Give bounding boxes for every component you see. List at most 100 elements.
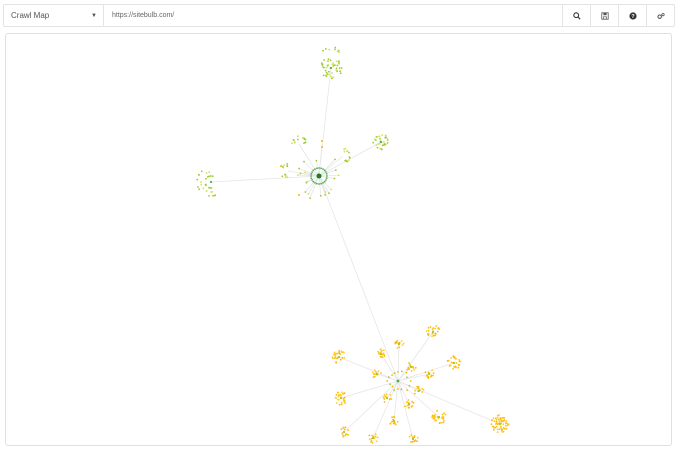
graph-node[interactable] bbox=[387, 376, 390, 379]
graph-node[interactable] bbox=[381, 144, 384, 147]
graph-node[interactable] bbox=[502, 426, 505, 429]
graph-node[interactable] bbox=[337, 391, 340, 394]
graph-node[interactable] bbox=[334, 64, 336, 67]
graph-node[interactable] bbox=[376, 146, 379, 149]
graph-node[interactable] bbox=[432, 374, 434, 377]
graph-node[interactable] bbox=[205, 172, 208, 174]
graph-node[interactable] bbox=[322, 49, 324, 52]
graph-node[interactable] bbox=[328, 73, 331, 76]
graph-node[interactable] bbox=[205, 184, 207, 187]
graph-node[interactable] bbox=[401, 344, 404, 346]
graph-node[interactable] bbox=[427, 329, 430, 332]
graph-node[interactable] bbox=[409, 380, 412, 382]
graph-node[interactable] bbox=[209, 180, 213, 184]
graph-node[interactable] bbox=[368, 434, 371, 437]
graph-node[interactable] bbox=[383, 355, 386, 358]
graph-node[interactable] bbox=[344, 426, 347, 429]
graph-node[interactable] bbox=[330, 75, 332, 78]
graph-node[interactable] bbox=[506, 424, 509, 427]
graph-node[interactable] bbox=[336, 50, 339, 53]
graph-node[interactable] bbox=[396, 347, 399, 349]
url-input[interactable]: https://sitebulb.com/ bbox=[104, 5, 562, 26]
graph-node[interactable] bbox=[453, 356, 456, 359]
graph-node[interactable] bbox=[494, 417, 497, 420]
graph-node[interactable] bbox=[435, 325, 438, 327]
graph-node[interactable] bbox=[379, 348, 382, 351]
graph-node[interactable] bbox=[339, 396, 343, 400]
graph-node[interactable] bbox=[304, 171, 306, 174]
graph-node[interactable] bbox=[198, 173, 200, 176]
graph-node[interactable] bbox=[417, 389, 421, 393]
graph-node[interactable] bbox=[334, 46, 337, 49]
graph-node[interactable] bbox=[303, 160, 305, 163]
graph-node[interactable] bbox=[284, 175, 287, 177]
graph-node[interactable] bbox=[393, 372, 396, 374]
graph-node[interactable] bbox=[410, 434, 413, 437]
graph-node[interactable] bbox=[332, 62, 335, 64]
graph-node[interactable] bbox=[332, 76, 335, 78]
graph-node[interactable] bbox=[347, 429, 349, 431]
graph-node[interactable] bbox=[405, 401, 408, 403]
graph-node[interactable] bbox=[324, 69, 327, 72]
graph-node[interactable] bbox=[284, 173, 286, 176]
graph-node[interactable] bbox=[323, 180, 326, 183]
graph-node[interactable] bbox=[328, 70, 330, 73]
graph-node[interactable] bbox=[376, 436, 379, 439]
graph-node[interactable] bbox=[391, 420, 393, 423]
graph-node[interactable] bbox=[377, 352, 380, 355]
graph-node[interactable] bbox=[375, 136, 378, 138]
graph-node[interactable] bbox=[505, 420, 508, 422]
graph-node[interactable] bbox=[335, 360, 338, 363]
graph-node[interactable] bbox=[304, 141, 306, 144]
graph-node[interactable] bbox=[432, 334, 435, 337]
graph-node[interactable] bbox=[498, 428, 501, 430]
graph-node[interactable] bbox=[311, 171, 313, 173]
graph-node[interactable] bbox=[407, 399, 410, 401]
graph-node[interactable] bbox=[499, 417, 502, 420]
graph-node[interactable] bbox=[342, 426, 345, 429]
graph-node[interactable] bbox=[334, 158, 336, 161]
graph-node[interactable] bbox=[374, 433, 377, 435]
graph-node[interactable] bbox=[322, 74, 325, 77]
graph-node[interactable] bbox=[299, 172, 302, 175]
graph-node[interactable] bbox=[409, 364, 412, 367]
graph-node[interactable] bbox=[413, 435, 416, 437]
graph-node[interactable] bbox=[327, 60, 329, 62]
graph-node[interactable] bbox=[285, 176, 287, 179]
graph-node[interactable] bbox=[410, 370, 413, 372]
graph-node[interactable] bbox=[340, 394, 342, 397]
graph-node[interactable] bbox=[427, 376, 430, 379]
graph-node[interactable] bbox=[338, 352, 341, 355]
graph-node[interactable] bbox=[421, 391, 424, 393]
graph-node[interactable] bbox=[427, 372, 431, 376]
graph-node[interactable] bbox=[280, 165, 282, 167]
graph-node[interactable] bbox=[407, 367, 410, 369]
graph-node[interactable] bbox=[498, 414, 500, 416]
graph-node[interactable] bbox=[406, 368, 409, 371]
graph-node[interactable] bbox=[304, 191, 307, 193]
graph-node[interactable] bbox=[335, 352, 338, 355]
graph-node[interactable] bbox=[384, 136, 387, 139]
graph-node[interactable] bbox=[298, 167, 300, 170]
graph-node[interactable] bbox=[385, 396, 389, 400]
graph-node[interactable] bbox=[346, 150, 349, 152]
graph-node[interactable] bbox=[495, 422, 498, 425]
graph-node[interactable] bbox=[391, 416, 393, 419]
graph-node[interactable] bbox=[368, 438, 371, 441]
graph-node[interactable] bbox=[344, 434, 346, 437]
graph-node[interactable] bbox=[338, 61, 340, 64]
graph-node[interactable] bbox=[337, 355, 341, 359]
graph-node[interactable] bbox=[307, 192, 310, 195]
graph-node[interactable] bbox=[501, 431, 503, 433]
graph-node[interactable] bbox=[431, 335, 433, 338]
graph-node[interactable] bbox=[343, 148, 345, 151]
graph-node[interactable] bbox=[380, 351, 383, 353]
graph-node[interactable] bbox=[319, 194, 322, 197]
graph-node[interactable] bbox=[379, 147, 381, 150]
graph-node[interactable] bbox=[389, 394, 392, 396]
graph-node[interactable] bbox=[341, 432, 344, 435]
graph-node[interactable] bbox=[337, 60, 340, 62]
graph-node[interactable] bbox=[328, 192, 330, 195]
graph-node[interactable] bbox=[455, 362, 458, 364]
graph-node[interactable] bbox=[325, 171, 327, 173]
